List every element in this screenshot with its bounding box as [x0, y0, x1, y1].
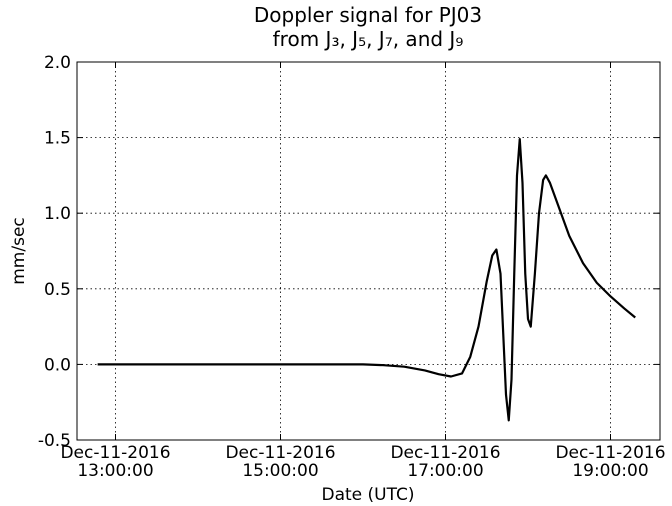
x-tick-label: Dec-11-2016 17:00:00	[390, 443, 500, 481]
x-tick-label: Dec-11-2016 13:00:00	[60, 443, 170, 481]
chart-title: Doppler signal for PJ03	[254, 3, 482, 27]
y-tick-label: 2.0	[44, 53, 71, 73]
y-tick-label: 0.0	[44, 355, 71, 375]
y-tick-label: 1.5	[44, 129, 71, 149]
x-axis-label: Date (UTC)	[321, 485, 414, 505]
plot-frame	[76, 61, 661, 441]
y-axis-label: mm/sec	[9, 217, 29, 285]
y-tick-label: 1.0	[44, 204, 71, 224]
y-tick-label: -0.5	[38, 431, 71, 451]
chart-subtitle: from J₃, J₅, J₇, and J₉	[273, 27, 464, 51]
x-tick-label: Dec-11-2016 19:00:00	[555, 443, 665, 481]
y-tick-label: 0.5	[44, 280, 71, 300]
x-tick-label: Dec-11-2016 15:00:00	[225, 443, 335, 481]
data-line	[97, 138, 636, 422]
